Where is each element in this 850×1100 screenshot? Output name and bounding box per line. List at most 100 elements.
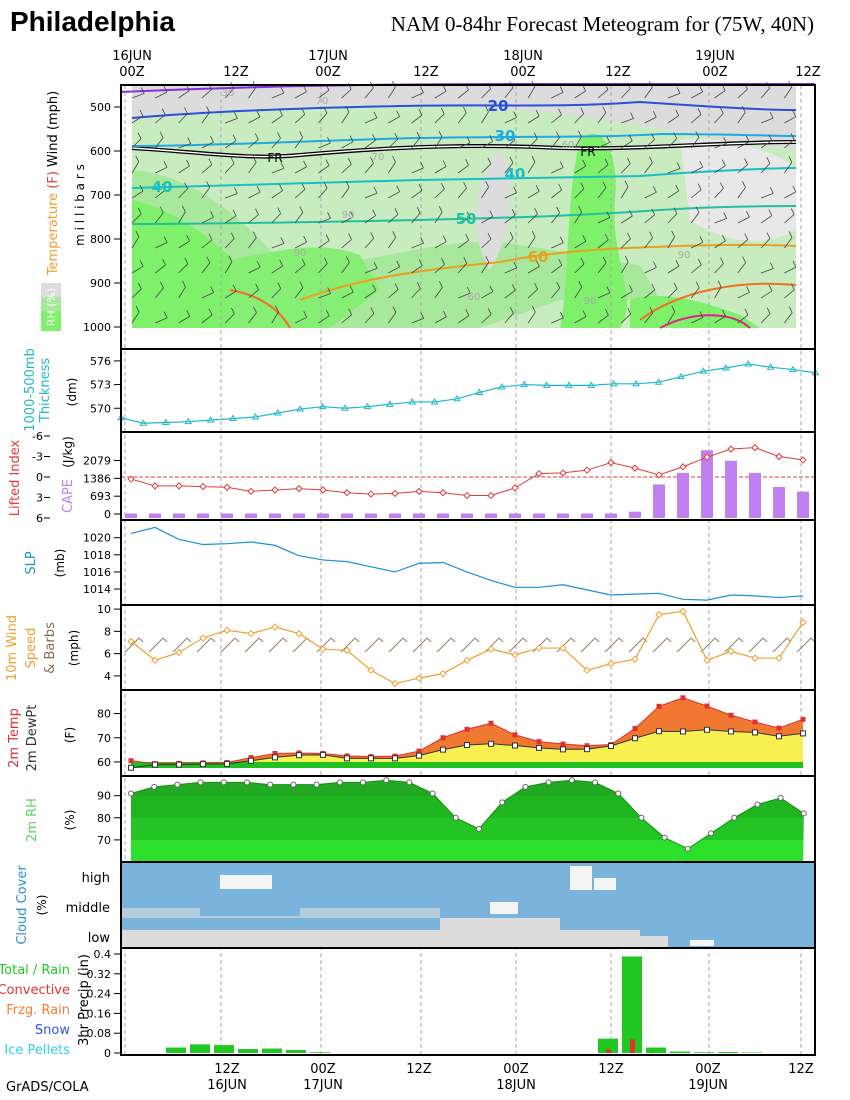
isotherm-70 — [229, 289, 291, 329]
upper-wind-barb — [388, 266, 400, 274]
wind-barb-flag — [738, 637, 744, 643]
wind-barb-flag — [330, 637, 336, 643]
upper-wind-barb-flag — [535, 109, 540, 117]
upper-wind-barb-flag — [416, 207, 421, 214]
precip-ylabel: 3hr Precip (in) — [77, 954, 92, 1046]
wind-point — [127, 637, 135, 646]
upper-wind-barb — [457, 187, 467, 199]
upper-wind-barb — [481, 261, 490, 274]
upper-wind-barb — [667, 236, 675, 249]
li-point — [127, 475, 135, 483]
dewpoint-point — [176, 761, 182, 768]
upper-wind-barb-flag — [605, 308, 609, 316]
upper-wind-barb-flag — [301, 258, 306, 265]
rh-point — [661, 834, 668, 841]
upper-wind-barb-flag — [720, 257, 724, 264]
upper-wind-barb-flag — [301, 108, 306, 115]
rh-point — [708, 830, 714, 837]
upper-wind-barb — [527, 266, 540, 274]
thickness-point — [139, 419, 148, 426]
upper-wind-barb — [178, 211, 186, 224]
upper-wind-barb-flag — [511, 284, 516, 291]
upper-wind-barb — [364, 140, 376, 149]
rh-legend-swatch-mid — [41, 297, 61, 311]
upper-wind-barb — [527, 213, 538, 224]
cape-bar — [773, 487, 785, 518]
upper-wind-barb-flag — [303, 311, 308, 318]
upper-wind-barb-flag — [418, 108, 423, 116]
upper-wind-barb-flag — [348, 308, 353, 315]
upper-wind-barb — [574, 90, 586, 99]
precip-tick-label: 0.4 — [94, 948, 112, 961]
upper-wind-barb — [481, 314, 492, 324]
wind-barb-flag — [546, 637, 552, 643]
dewpoint-point — [584, 746, 590, 753]
upper-wind-barb-flag — [345, 181, 350, 188]
upper-wind-barb — [178, 263, 189, 274]
upper-wind-barb-flag — [604, 158, 609, 165]
upper-wind-barb — [154, 287, 164, 299]
cloud-level-label: low — [88, 931, 111, 946]
wind-point — [295, 629, 303, 638]
upper-wind-barb-flag — [624, 255, 629, 263]
upper-wind-barb — [131, 288, 142, 299]
rh-region-90-mid — [230, 247, 380, 328]
upper-wind-barb-flag — [208, 308, 213, 316]
upper-wind-barb — [737, 112, 746, 124]
upper-wind-barb-flag — [396, 110, 400, 117]
bottom-date-label: 19JUN — [688, 1078, 728, 1093]
cloud-clear-patch — [570, 866, 592, 890]
upper-wind-barb-flag — [531, 230, 536, 238]
wind-barb — [796, 637, 812, 653]
bottom-hour-label: 12Z — [788, 1062, 814, 1077]
cloud-mid-layer — [121, 908, 440, 918]
cloud-unit: (%) — [35, 895, 49, 916]
upper-wind-barb-flag — [137, 282, 142, 290]
wind-barb-flag — [354, 637, 360, 643]
precip-bar — [166, 1047, 186, 1053]
wind-barb — [148, 637, 164, 653]
upper-wind-barb — [318, 90, 330, 99]
upper-wind-barb — [458, 142, 471, 149]
wind-ylabel-2: Speed — [24, 628, 39, 669]
upper-wind-barb — [271, 167, 285, 174]
dewpoint-point — [296, 752, 302, 759]
upper-wind-barb-flag — [651, 283, 656, 291]
isotherm-80 — [659, 314, 751, 329]
dewpoint-point — [512, 742, 518, 749]
upper-wind-barb — [714, 188, 724, 199]
upper-wind-barb-flag — [489, 285, 494, 292]
upper-wind-barb — [760, 215, 773, 224]
cape-bar — [485, 513, 497, 518]
upper-wind-barb — [621, 313, 631, 324]
rh-contour-label: 90 — [342, 210, 355, 221]
upper-wind-barb-flag — [463, 106, 467, 114]
rh-contour-label: 70 — [316, 96, 329, 107]
wind-barb — [652, 637, 668, 653]
li-point — [271, 486, 279, 494]
upper-wind-barb — [178, 286, 186, 299]
upper-wind-barb-flag — [465, 309, 470, 316]
upper-wind-barb-flag — [652, 110, 657, 118]
thickness-point — [206, 416, 215, 423]
upper-wind-barb — [574, 286, 583, 299]
isotherm-label: 60 — [528, 248, 549, 266]
upper-wind-barb-flag — [624, 180, 629, 188]
thickness-point — [184, 417, 193, 425]
upper-wind-barb-flag — [277, 132, 281, 139]
cloud-low-layer — [121, 918, 668, 948]
upper-wind-barb-flag — [256, 185, 261, 193]
upper-wind-barb — [690, 114, 702, 124]
wind-barb — [388, 637, 404, 653]
upper-wind-barb — [597, 187, 607, 199]
wind-unit: (mph) — [67, 630, 81, 666]
cape-bar — [677, 472, 689, 518]
upper-wind-barb — [411, 92, 424, 99]
upper-wind-barb — [131, 311, 140, 324]
upper-wind-barb — [457, 315, 470, 324]
upper-wind-barb-flag — [699, 85, 704, 93]
upper-wind-barb-flag — [443, 310, 447, 318]
upper-wind-barb-flag — [184, 182, 188, 189]
upper-wind-barb-flag — [578, 205, 582, 213]
